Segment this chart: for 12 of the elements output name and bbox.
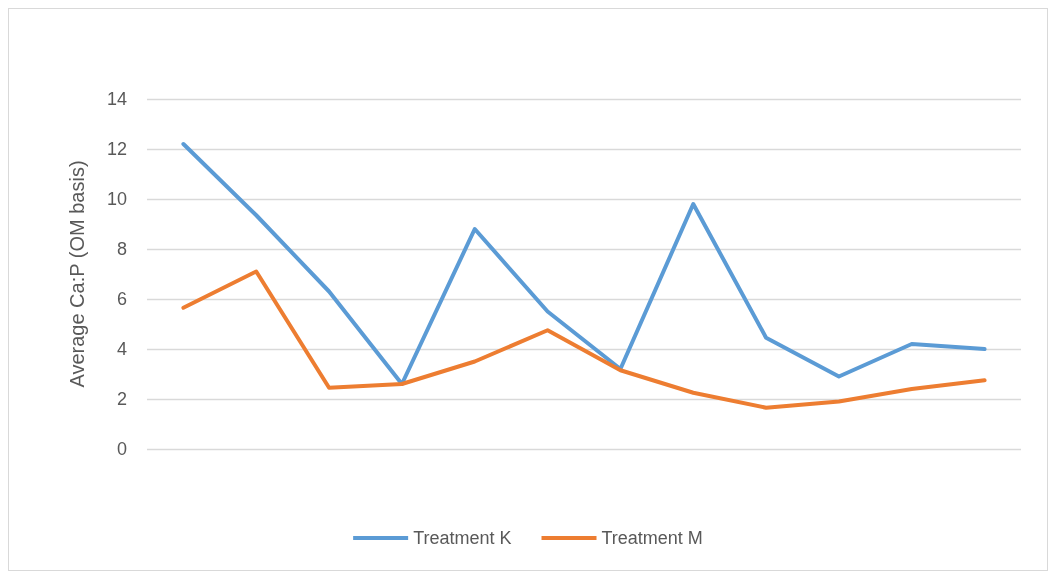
y-tick-label: 8 [116, 239, 127, 259]
y-tick-label: 10 [106, 189, 127, 209]
y-tick-label: 2 [116, 389, 127, 409]
y-tick-label: 14 [106, 89, 127, 109]
y-tick-label: 12 [106, 139, 127, 159]
legend-label: Treatment K [413, 528, 512, 548]
y-tick-label: 0 [116, 439, 127, 459]
y-tick-label: 4 [116, 339, 127, 359]
y-axis-title: Average Ca:P (OM basis) [66, 160, 88, 388]
legend-label: Treatment M [601, 528, 703, 548]
line-series [181, 269, 987, 410]
y-tick-label: 6 [116, 289, 127, 309]
